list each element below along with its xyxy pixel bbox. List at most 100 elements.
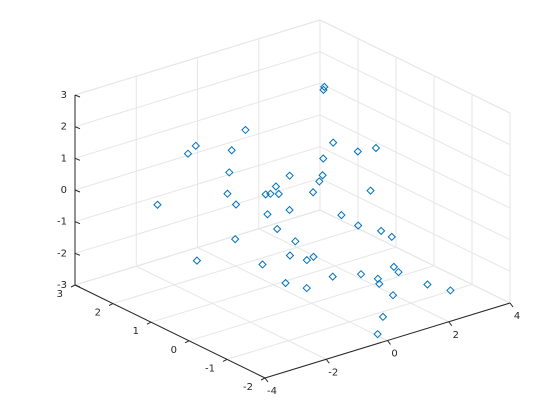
grid-line [319, 146, 511, 241]
point [291, 237, 300, 246]
point [192, 256, 202, 265]
z-tick [74, 221, 81, 225]
point [319, 85, 328, 95]
point [373, 329, 382, 339]
box-edge [319, 209, 511, 304]
y-tick [260, 377, 266, 381]
point [285, 251, 295, 260]
grid-line [258, 228, 449, 323]
y-tick [222, 358, 228, 362]
point [285, 205, 294, 215]
y-tick [108, 303, 114, 307]
z-tick [74, 94, 81, 98]
grid-line [319, 114, 511, 209]
point [302, 283, 311, 293]
point [446, 286, 455, 295]
x-tick [448, 321, 453, 327]
grid-line [74, 146, 321, 223]
grid-line [319, 51, 511, 146]
point [394, 267, 403, 277]
point [183, 149, 193, 158]
point [388, 290, 398, 300]
grid-line [319, 177, 511, 272]
point [366, 186, 375, 195]
z-tick-label: 0 [61, 185, 67, 196]
grid-line [197, 247, 388, 341]
grid-line [188, 265, 435, 342]
point [223, 189, 232, 198]
grid-line [136, 265, 327, 360]
point [320, 82, 329, 92]
y-tick-label: 3 [57, 289, 63, 300]
point [225, 168, 234, 177]
grid-line [74, 51, 321, 128]
point [389, 262, 399, 272]
y-tick-label: 1 [133, 326, 139, 337]
z-tick-label: 3 [61, 90, 67, 101]
point [309, 252, 318, 261]
point [378, 312, 388, 322]
z-tick-label: -1 [57, 217, 67, 228]
x-tick-label: -4 [267, 386, 277, 397]
grid-line [74, 114, 321, 191]
x-tick [387, 340, 391, 345]
point [356, 269, 366, 279]
z-tick-label: -3 [57, 280, 67, 291]
point [258, 260, 267, 269]
point [285, 171, 294, 180]
x-tick-label: 4 [514, 311, 520, 322]
x-tick [509, 302, 514, 308]
x-tick-label: 0 [391, 349, 397, 360]
box-edge [74, 209, 321, 286]
point [308, 188, 318, 197]
point [315, 177, 324, 186]
point [230, 234, 240, 244]
grid-line [112, 228, 359, 305]
y-tick [184, 340, 190, 344]
point [261, 190, 270, 199]
point [272, 224, 282, 234]
z-tick [74, 126, 81, 130]
y-tick [70, 284, 76, 288]
y-tick-label: -1 [205, 363, 215, 374]
point [353, 147, 362, 156]
point [353, 221, 363, 230]
z-tick-label: 1 [61, 153, 67, 164]
z-tick [74, 284, 81, 288]
point [302, 255, 312, 265]
point [375, 279, 384, 289]
point [153, 200, 162, 209]
point [227, 146, 236, 155]
point [376, 226, 386, 236]
grid-line [74, 82, 321, 159]
grid-line [226, 283, 473, 360]
point [337, 210, 346, 220]
x-tick-label: 2 [453, 330, 459, 341]
point [231, 200, 241, 209]
y-axis [74, 284, 266, 379]
point [328, 138, 338, 147]
z-tick-label: -2 [57, 248, 67, 259]
point [328, 272, 337, 281]
y-tick [146, 321, 152, 325]
box-edge [74, 19, 321, 96]
point [319, 154, 328, 163]
y-tick-label: 0 [171, 345, 177, 356]
x-tick [264, 377, 269, 383]
box-edge [319, 19, 511, 114]
x-tick [325, 358, 330, 364]
point [387, 232, 396, 242]
point [191, 141, 201, 151]
point [241, 125, 250, 135]
point [371, 143, 381, 153]
point [263, 210, 272, 219]
z-tick [74, 189, 81, 193]
grid-line [150, 246, 397, 323]
y-tick-label: -2 [243, 382, 253, 393]
y-tick-label: 2 [95, 308, 101, 319]
grid-line [319, 82, 511, 177]
point [274, 189, 283, 199]
point [271, 182, 281, 191]
point [281, 278, 290, 288]
